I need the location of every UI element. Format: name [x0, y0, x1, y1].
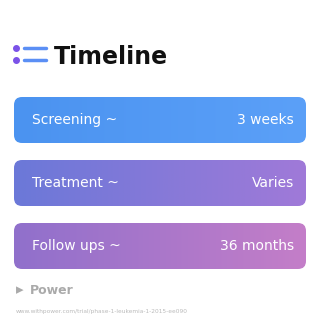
- Text: ▸: ▸: [16, 283, 24, 298]
- Text: 3 weeks: 3 weeks: [237, 113, 294, 127]
- Text: Screening ~: Screening ~: [32, 113, 117, 127]
- Text: Timeline: Timeline: [54, 45, 168, 69]
- Text: Treatment ~: Treatment ~: [32, 176, 119, 190]
- Text: www.withpower.com/trial/phase-1-leukemia-1-2015-ee090: www.withpower.com/trial/phase-1-leukemia…: [16, 309, 188, 315]
- Text: Power: Power: [30, 284, 74, 297]
- Text: Varies: Varies: [252, 176, 294, 190]
- Text: Follow ups ~: Follow ups ~: [32, 239, 121, 253]
- Text: 36 months: 36 months: [220, 239, 294, 253]
